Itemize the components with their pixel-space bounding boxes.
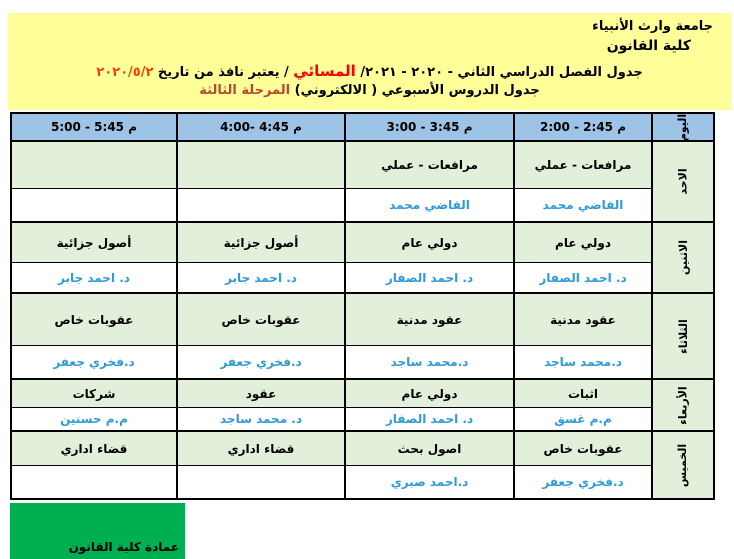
class-slot: عقود مدنية د.محمد ساجد xyxy=(513,294,651,378)
class-slot: أصول جزائية د. احمد جابر xyxy=(12,223,176,292)
dean-label: عمادة كلية القانون xyxy=(68,540,179,554)
class-slot: قضاء اداري xyxy=(176,432,344,498)
valid-from-text: / يعتبر نافذ من تاريخ xyxy=(153,65,294,81)
weekly-title: جدول الدروس الأسبوعي ( الالكتروني) المرح… xyxy=(8,83,731,100)
day-name-label: الاحد xyxy=(676,168,690,195)
subject-cell: أصول جزائية xyxy=(178,223,344,263)
day-name-label: الخميس xyxy=(676,443,690,487)
teacher-cell: د. احمد الصفار xyxy=(346,263,513,292)
subject-cell xyxy=(178,142,344,189)
class-slot: قضاء اداري xyxy=(12,432,176,498)
subject-cell: قضاء اداري xyxy=(178,432,344,466)
subject-cell: عقود مدنية xyxy=(346,294,513,346)
teacher-cell: د.فخري جعفر xyxy=(12,346,176,378)
teacher-cell: د. محمد ساجد xyxy=(178,408,344,430)
class-slot: عقود د. محمد ساجد xyxy=(176,380,344,430)
table-body: الاحد مرافعات - عملي القاضي محمد مرافعات - … xyxy=(12,140,713,498)
table-header-row: اليوم 2:00 - 2:45 م 3:00 - 3:45 م 4:00- … xyxy=(12,113,713,141)
subject-cell: شركات xyxy=(12,380,176,408)
evening-label: المسائي xyxy=(293,62,356,81)
class-slot xyxy=(176,142,344,221)
class-slot: مرافعات - عملي القاضي محمد xyxy=(513,142,651,221)
day-column-header-cell: اليوم xyxy=(651,113,713,141)
subject-cell: قضاء اداري xyxy=(12,432,176,466)
day-name-label: الأربعاء xyxy=(676,385,690,425)
day-name-cell: الاثنين xyxy=(651,223,713,292)
teacher-cell xyxy=(178,189,344,221)
semester-title-text: جدول الفصل الدراسي الثاني - ٢٠٢٠ - ٢٠٢١/ xyxy=(355,65,643,81)
subject-cell: عقوبات خاص xyxy=(178,294,344,346)
teacher-cell: م.م حسنين xyxy=(12,408,176,430)
subject-cell: دولي عام xyxy=(346,380,513,408)
class-slot: اصول بحث د.احمد صبري xyxy=(344,432,513,498)
semester-title: جدول الفصل الدراسي الثاني - ٢٠٢٠ - ٢٠٢١/… xyxy=(8,60,731,83)
class-slot: عقوبات خاص د.فخري جعفر xyxy=(513,432,651,498)
class-slot: اثبات م.م غسق xyxy=(513,380,651,430)
class-slot: عقوبات خاص د.فخري جعفر xyxy=(12,294,176,378)
weekly-title-text: جدول الدروس الأسبوعي ( الالكتروني) xyxy=(290,82,540,98)
teacher-cell: د.احمد صبري xyxy=(346,466,513,498)
teacher-cell: م.م غسق xyxy=(515,408,651,430)
college-name: كلية القانون xyxy=(606,37,691,54)
time-header-5pm: 5:00 - 5:45 م xyxy=(12,114,176,140)
teacher-cell: د.فخري جعفر xyxy=(515,466,651,498)
teacher-cell: د. احمد جابر xyxy=(178,263,344,292)
day-name-label: الثلاثاء xyxy=(676,318,690,354)
class-slot: دولي عام د. احمد الصفار xyxy=(344,223,513,292)
subject-cell: اصول بحث xyxy=(346,432,513,466)
day-name-cell: الأربعاء xyxy=(651,380,713,430)
subject-cell: اثبات xyxy=(515,380,651,408)
teacher-cell: د. احمد الصفار xyxy=(515,263,651,292)
day-name-cell: الخميس xyxy=(651,432,713,498)
day-row-0: الاحد مرافعات - عملي القاضي محمد مرافعات - … xyxy=(12,140,713,221)
time-header-4pm: 4:00- 4:45 م xyxy=(176,114,344,140)
day-row-4: الخميس عقوبات خاص د.فخري جعفر اصول بحث د.احم… xyxy=(12,430,713,498)
subject-cell: عقود xyxy=(178,380,344,408)
teacher-cell: د.محمد ساجد xyxy=(515,346,651,378)
schedule-table: اليوم 2:00 - 2:45 م 3:00 - 3:45 م 4:00- … xyxy=(10,112,715,500)
teacher-cell: القاضي محمد xyxy=(515,189,651,221)
teacher-cell: د. احمد جابر xyxy=(12,263,176,292)
day-row-2: الثلاثاء عقود مدنية د.محمد ساجد عقود مدنية د… xyxy=(12,292,713,378)
teacher-cell xyxy=(178,466,344,498)
day-row-1: الاثنين دولي عام د. احمد الصفار دولي عام د. … xyxy=(12,221,713,292)
teacher-cell: د.فخري جعفر xyxy=(178,346,344,378)
class-slot: دولي عام د. احمد الصفار xyxy=(513,223,651,292)
subject-cell: دولي عام xyxy=(346,223,513,263)
teacher-cell: د.محمد ساجد xyxy=(346,346,513,378)
subject-cell: مرافعات - عملي xyxy=(346,142,513,189)
class-slot: دولي عام د. احمد الصفار xyxy=(344,380,513,430)
class-slot xyxy=(12,142,176,221)
subject-cell xyxy=(12,142,176,189)
university-name: جامعة وارث الأنبياء xyxy=(592,19,713,34)
day-name-cell: الثلاثاء xyxy=(651,294,713,378)
class-slot: شركات م.م حسنين xyxy=(12,380,176,430)
day-row-3: الأربعاء اثبات م.م غسق دولي عام د. احمد الصف… xyxy=(12,378,713,430)
effective-date: ٢٠٢٠/٥/٢ xyxy=(96,65,154,81)
teacher-cell: د. احمد الصفار xyxy=(346,408,513,430)
subject-cell: عقود مدنية xyxy=(515,294,651,346)
teacher-cell xyxy=(12,189,176,221)
subject-cell: أصول جزائية xyxy=(12,223,176,263)
subject-cell: مرافعات - عملي xyxy=(515,142,651,189)
time-header-3pm: 3:00 - 3:45 م xyxy=(344,114,513,140)
class-slot: عقود مدنية د.محمد ساجد xyxy=(344,294,513,378)
subject-cell: عقوبات خاص xyxy=(12,294,176,346)
subject-cell: عقوبات خاص xyxy=(515,432,651,466)
day-column-header-label: اليوم xyxy=(676,113,690,141)
class-slot: مرافعات - عملي القاضي محمد xyxy=(344,142,513,221)
class-slot: عقوبات خاص د.فخري جعفر xyxy=(176,294,344,378)
subject-cell: دولي عام xyxy=(515,223,651,263)
day-name-cell: الاحد xyxy=(651,142,713,221)
teacher-cell: القاضي محمد xyxy=(346,189,513,221)
header-banner: جامعة وارث الأنبياء كلية القانون جدول ال… xyxy=(8,13,731,110)
dean-signature-box: عمادة كلية القانون xyxy=(10,503,185,559)
stage-label: المرحلة الثالثة xyxy=(199,82,291,98)
class-slot: أصول جزائية د. احمد جابر xyxy=(176,223,344,292)
teacher-cell xyxy=(12,466,176,498)
day-name-label: الاثنين xyxy=(676,240,690,275)
time-header-2pm: 2:00 - 2:45 م xyxy=(513,114,651,140)
